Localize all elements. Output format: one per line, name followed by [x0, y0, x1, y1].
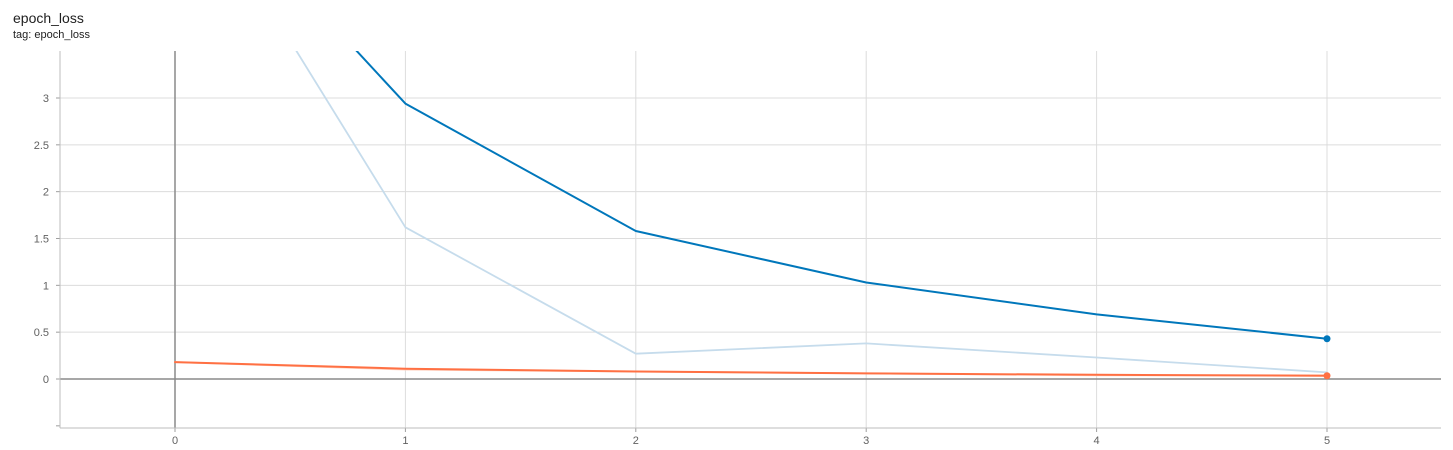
grid-lines	[60, 51, 1441, 428]
y-tick-label: 3	[43, 93, 49, 105]
x-tick-labels: 0 1 2 3 4 5	[172, 435, 1330, 447]
x-tick-label: 1	[402, 435, 408, 447]
x-tick-label: 3	[863, 435, 869, 447]
y-tick-label: 1.5	[34, 234, 49, 246]
y-tick-labels: 0 0.5 1 1.5 2 2.5 3	[34, 93, 49, 386]
series-layer	[174, 0, 1331, 380]
series-end-marker[interactable]	[1323, 335, 1331, 343]
x-tick-label: 4	[1094, 435, 1100, 447]
x-tick-label: 2	[633, 435, 639, 447]
y-tick-label: 0.5	[34, 327, 49, 339]
x-tick-label: 0	[172, 435, 178, 447]
series-line-smoothed-3[interactable]	[174, 361, 1328, 377]
y-tick-label: 1	[43, 280, 49, 292]
y-tick-label: 2.5	[34, 140, 49, 152]
chart-tag: tag: epoch_loss	[13, 29, 91, 41]
zero-axis-lines	[60, 51, 1441, 428]
card-header: epoch_loss tag: epoch_loss	[13, 9, 90, 42]
x-tick-label: 5	[1324, 435, 1330, 447]
series-end-marker[interactable]	[1323, 372, 1331, 380]
y-tick-label: 2	[43, 187, 49, 199]
y-tick-label: 0	[43, 374, 49, 386]
chart-title: epoch_loss	[13, 10, 84, 26]
series-line-smoothed-1[interactable]	[175, 0, 1328, 340]
series-line-raw-0[interactable]	[175, 0, 1328, 374]
axes	[56, 51, 1441, 432]
